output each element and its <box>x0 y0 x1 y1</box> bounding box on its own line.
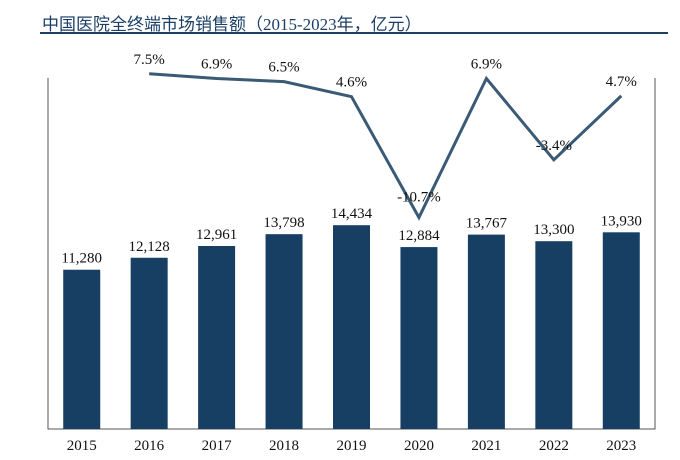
x-tick-label: 2021 <box>471 438 501 454</box>
x-tick-label: 2023 <box>606 438 636 454</box>
line-data-label: 4.6% <box>336 75 367 91</box>
bar <box>63 269 101 429</box>
bar <box>602 232 640 429</box>
x-tick-label: 2019 <box>337 438 367 454</box>
chart-title: 中国医院全终端市场销售额（2015-2023年，亿元） <box>42 15 422 34</box>
bar <box>333 225 370 429</box>
bar-data-label: 13,930 <box>601 213 642 229</box>
line-data-label: -3.4% <box>536 138 572 154</box>
x-tick-label: 2015 <box>67 438 97 454</box>
x-tick-label: 2022 <box>539 438 569 454</box>
x-tick-label: 2020 <box>404 438 434 454</box>
bar-data-label: 14,434 <box>331 206 373 222</box>
bar-data-label: 12,884 <box>398 228 440 244</box>
line-data-label: -10.7% <box>397 190 441 206</box>
bar-data-label: 13,300 <box>533 222 574 238</box>
bar-data-label: 12,128 <box>129 239 170 255</box>
line-data-label: 7.5% <box>134 52 165 68</box>
bar <box>265 234 303 429</box>
line-data-label: 4.7% <box>606 74 637 90</box>
x-tick-label: 2017 <box>202 438 233 454</box>
title-rule <box>40 32 668 34</box>
line-data-label: 6.9% <box>471 56 502 72</box>
bar-data-label: 11,280 <box>61 251 102 267</box>
bar-data-label: 12,961 <box>196 227 237 243</box>
bar <box>467 234 505 429</box>
bar <box>198 245 236 429</box>
line-data-label: 6.5% <box>268 60 299 76</box>
bar <box>130 257 168 429</box>
growth-line <box>149 72 623 221</box>
bar-data-label: 13,798 <box>263 215 304 231</box>
x-tick-label: 2016 <box>134 438 165 454</box>
bar <box>535 241 573 429</box>
x-tick-label: 2018 <box>269 438 299 454</box>
line-data-label: 6.9% <box>201 56 232 72</box>
bar-data-label: 13,767 <box>466 216 508 232</box>
bar <box>400 247 438 429</box>
